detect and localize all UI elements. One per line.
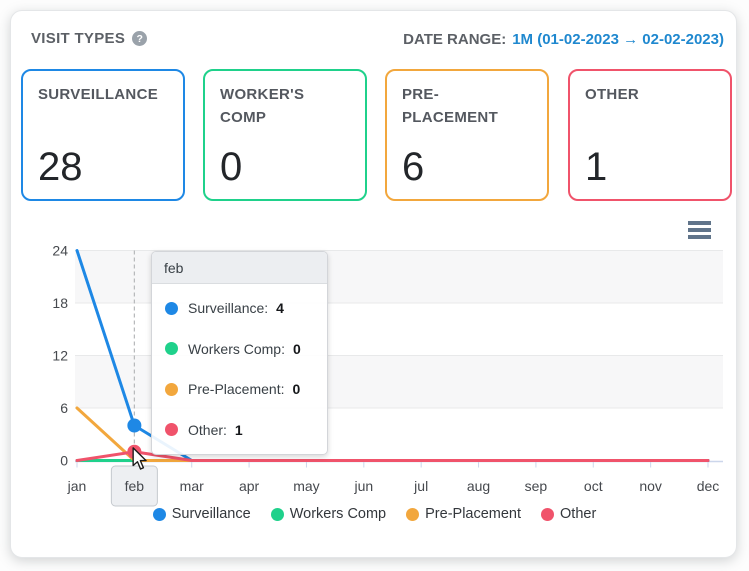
tooltip-label: Pre-Placement: xyxy=(188,381,285,398)
surveillance-dot-icon xyxy=(152,507,166,521)
legend-label: Other xyxy=(560,506,597,522)
legend-label: Surveillance xyxy=(171,506,251,522)
tooltip-value: 4 xyxy=(276,300,284,317)
other-dot-icon xyxy=(541,507,555,521)
menu-bar xyxy=(688,235,711,239)
card-label: SURVEILLANCE xyxy=(38,86,159,103)
menu-bar xyxy=(688,228,711,232)
card-workers-comp[interactable]: WORKER'S COMP 0 xyxy=(203,69,367,201)
card-value: 1 xyxy=(585,145,608,189)
page-title: VISIT TYPES xyxy=(31,30,126,47)
date-range: DATE RANGE: 1M (01-02-2023 → 02-02-2023) xyxy=(403,31,724,48)
chart-legend: Surveillance Workers Comp Pre-Placement … xyxy=(0,506,749,522)
tooltip-value: 1 xyxy=(234,421,243,438)
help-icon[interactable]: ? xyxy=(132,31,148,46)
panel: VISIT TYPES ? DATE RANGE: 1M (01-02-2023 … xyxy=(10,10,737,558)
card-value: 0 xyxy=(220,145,243,189)
tooltip-body: Surveillance: 4 Workers Comp: 0 Pre-Plac… xyxy=(152,284,327,454)
legend-item-pre-placement[interactable]: Pre-Placement xyxy=(406,506,521,522)
date-range-label: DATE RANGE: xyxy=(403,31,507,48)
tooltip-value: 0 xyxy=(292,381,301,398)
workers-comp-dot-icon xyxy=(165,342,178,356)
pre-placement-dot-icon xyxy=(406,507,420,521)
legend-label: Pre-Placement xyxy=(425,506,522,522)
workers-comp-dot-icon xyxy=(270,507,284,521)
chart-tooltip: feb Surveillance: 4 Workers Comp: 0 Pre-… xyxy=(151,251,328,455)
card-label: OTHER xyxy=(585,86,639,103)
menu-bar xyxy=(688,221,711,225)
legend-item-workers-comp[interactable]: Workers Comp xyxy=(270,506,387,522)
tooltip-row: Surveillance: 4 xyxy=(165,300,317,316)
chart-menu-icon[interactable] xyxy=(688,221,711,239)
tooltip-value: 0 xyxy=(292,340,301,357)
surveillance-dot-icon xyxy=(165,301,178,315)
card-value: 6 xyxy=(402,145,425,189)
tooltip-label: Surveillance: xyxy=(188,300,269,317)
tooltip-label: Workers Comp: xyxy=(188,340,285,357)
card-pre-placement[interactable]: PRE-PLACEMENT 6 xyxy=(385,69,549,201)
legend-label: Workers Comp xyxy=(289,506,387,522)
card-label: WORKER'S COMP xyxy=(220,86,305,126)
legend-item-other[interactable]: Other xyxy=(541,506,596,522)
tooltip-title: feb xyxy=(152,252,327,284)
legend-item-surveillance[interactable]: Surveillance xyxy=(152,506,251,522)
mouse-arrow-cursor xyxy=(132,447,147,470)
card-value: 28 xyxy=(38,145,83,189)
card-surveillance[interactable]: SURVEILLANCE 28 xyxy=(21,69,185,201)
tooltip-label: Other: xyxy=(188,421,227,438)
card-label: PRE-PLACEMENT xyxy=(402,86,499,126)
pre-placement-dot-icon xyxy=(165,382,178,396)
tooltip-row: Other: 1 xyxy=(165,422,317,438)
header: VISIT TYPES ? xyxy=(31,30,148,47)
tooltip-row: Pre-Placement: 0 xyxy=(165,381,317,397)
date-range-value[interactable]: 1M (01-02-2023 → 02-02-2023) xyxy=(512,31,724,48)
tooltip-row: Workers Comp: 0 xyxy=(165,341,317,357)
card-other[interactable]: OTHER 1 xyxy=(568,69,732,201)
other-dot-icon xyxy=(165,423,178,437)
